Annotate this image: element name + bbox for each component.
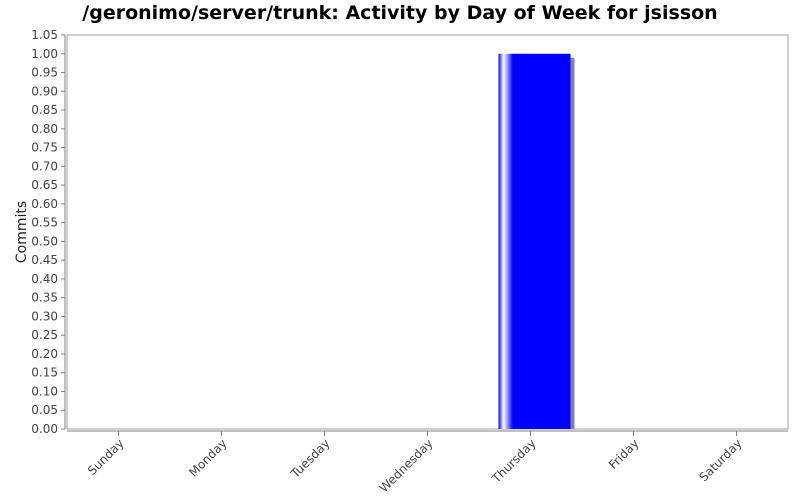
y-tick-label: 0.85 [31, 103, 58, 117]
bars [498, 53, 575, 430]
y-tick-label: 1.00 [31, 47, 58, 61]
x-tick-label: Monday [186, 436, 229, 479]
y-tick-label: 0.50 [31, 234, 58, 248]
y-tick-label: 0.35 [31, 291, 58, 305]
x-tick-label: Tuesday [287, 436, 332, 481]
y-tick-label: 0.90 [31, 84, 58, 98]
y-tick-label: 1.05 [31, 28, 58, 42]
y-tick-label: 0.65 [31, 178, 58, 192]
y-tick-label: 0.45 [31, 253, 58, 267]
bar-thursday [498, 53, 571, 430]
y-tick-label: 0.00 [31, 422, 58, 436]
y-tick-label: 0.60 [31, 197, 58, 211]
y-tick-label: 0.05 [31, 403, 58, 417]
y-tick-label: 0.95 [31, 66, 58, 80]
y-tick-label: 0.15 [31, 366, 58, 380]
y-tick-label: 0.80 [31, 122, 58, 136]
x-tick-label: Thursday [489, 436, 539, 486]
y-tick-label: 0.55 [31, 216, 58, 230]
x-tick-label: Saturday [696, 436, 744, 484]
x-tick-label: Friday [606, 436, 642, 472]
y-tick-label: 0.30 [31, 309, 58, 323]
y-axis-title: Commits [14, 201, 30, 263]
y-tick-label: 0.70 [31, 159, 58, 173]
y-tick-label: 0.20 [31, 347, 58, 361]
x-tick-label: Wednesday [377, 436, 436, 495]
plot-area [66, 34, 789, 430]
y-axis-ticks: 0.00 0.05 0.10 0.15 0.20 0.25 0.30 0.35 0.40 0.45… [31, 28, 65, 436]
y-tick-label: 0.75 [31, 141, 58, 155]
x-tick-label: Sunday [85, 436, 127, 478]
x-axis-ticks: Sunday Monday Tuesday Wednesday Thursday Frid… [85, 431, 745, 495]
chart-title: /geronimo/server/trunk: Activity by Day … [82, 2, 718, 24]
y-tick-label: 0.25 [31, 328, 58, 342]
y-tick-label: 0.10 [31, 384, 58, 398]
y-tick-label: 0.40 [31, 272, 58, 286]
